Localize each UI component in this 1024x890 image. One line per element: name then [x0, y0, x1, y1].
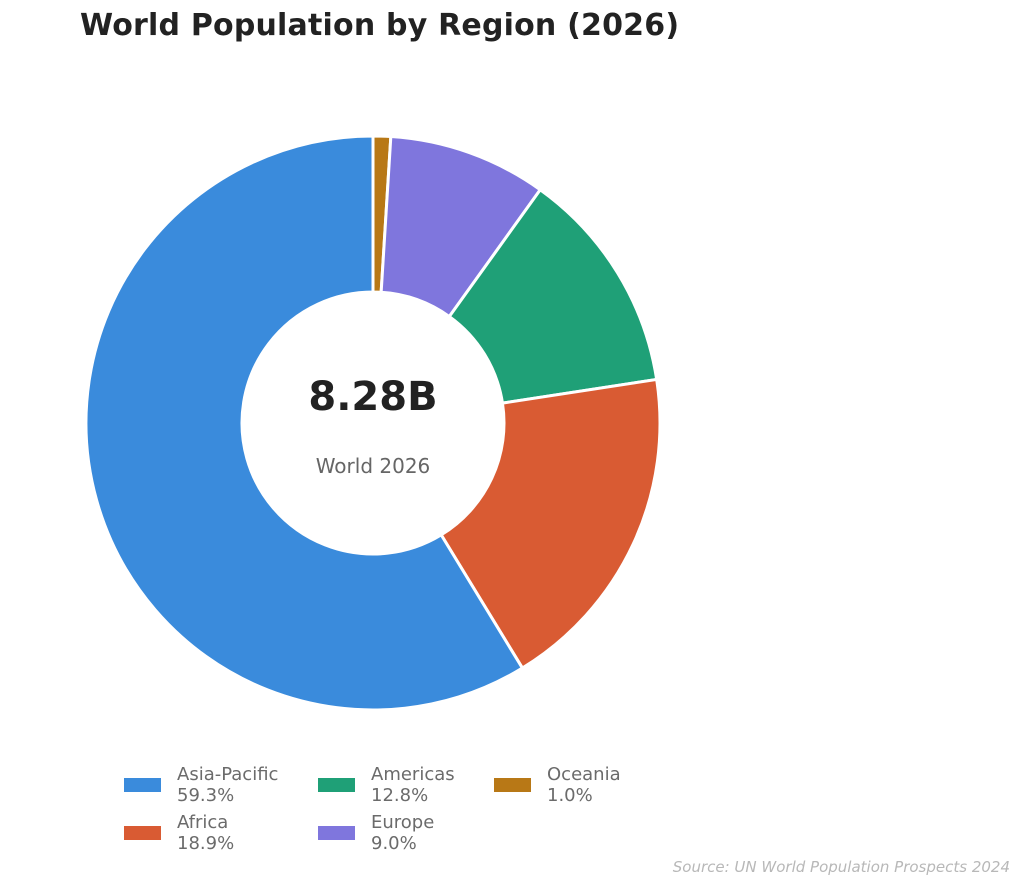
chart-title: World Population by Region (2026) — [80, 8, 680, 43]
legend-label: Oceania — [547, 764, 621, 785]
legend-swatch-europe — [318, 826, 355, 840]
legend-percent: 59.3% — [177, 785, 235, 806]
legend-percent: 9.0% — [371, 833, 417, 854]
legend-label: Europe — [371, 812, 435, 833]
legend-percent: 12.8% — [371, 785, 429, 806]
legend-item-americas: Americas 12.8% — [318, 764, 455, 806]
chart-legend: Asia-Pacific 59.3% Africa 18.9% Americas 12… — [124, 764, 684, 860]
center-total-label: World 2026 — [315, 454, 431, 478]
legend-item-europe: Europe 9.0% — [318, 812, 434, 854]
legend-label: Asia-Pacific — [177, 764, 279, 785]
legend-swatch-americas — [318, 778, 355, 792]
legend-percent: 18.9% — [177, 833, 235, 854]
legend-swatch-asia-pacific — [124, 778, 161, 792]
legend-swatch-oceania — [494, 778, 531, 792]
donut-slice-americas — [447, 187, 659, 405]
center-total-value: 8.28B — [308, 374, 438, 420]
legend-item-asia-pacific: Asia-Pacific 59.3% — [124, 764, 278, 806]
legend-item-oceania: Oceania 1.0% — [494, 764, 621, 806]
legend-item-africa: Africa 18.9% — [124, 812, 234, 854]
donut-slice-africa — [439, 377, 662, 671]
legend-percent: 1.0% — [547, 785, 593, 806]
legend-label: Africa — [177, 812, 229, 833]
legend-swatch-africa — [124, 826, 161, 840]
source-note: Source: UN World Population Prospects 20… — [672, 858, 1010, 876]
legend-label: Americas — [371, 764, 455, 785]
donut-slice-asia-pacific — [84, 134, 525, 712]
